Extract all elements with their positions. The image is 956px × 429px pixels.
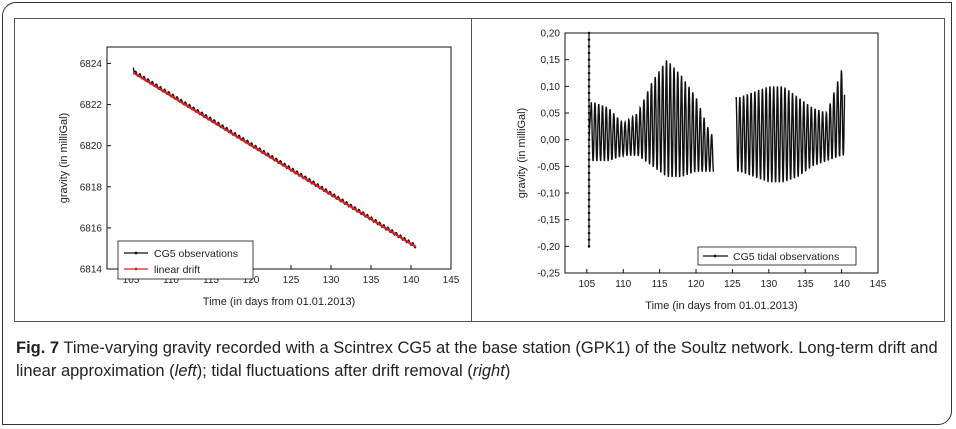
tidal-spike-point (587, 158, 591, 161)
y-tick-label: 0,20 (541, 29, 561, 40)
tidal-series-segment-2 (735, 69, 846, 183)
x-tick-label: 145 (870, 279, 887, 290)
series-linear-drift-line (132, 71, 417, 248)
left-chart-panel: 105 110 115 120 125 130 135 140 145 6814 6816 6818 6… (14, 18, 472, 322)
x-tick-label: 125 (283, 275, 300, 286)
legend-box (697, 246, 857, 266)
tidal-spike-point (587, 145, 591, 148)
y-tick-label: -0,25 (537, 269, 560, 280)
tidal-spike-point (587, 65, 591, 68)
caption-text-2: ); tidal fluctuations after drift remova… (196, 362, 473, 380)
legend-label-observations: CG5 observations (154, 248, 238, 260)
y-axis-label: gravity (in milliGal) (58, 113, 70, 203)
tidal-spike-point (587, 45, 591, 48)
right-chart-panel: 105 110 115 120 125 130 135 140 145 0,20 0,15 0,10 0… (471, 18, 945, 322)
tidal-spike-point (587, 211, 591, 215)
x-tick-label: 140 (833, 279, 850, 290)
y-tick-label: 6818 (80, 182, 103, 193)
y-tick-label: -0,10 (537, 189, 560, 200)
x-tick-label: 115 (203, 275, 219, 286)
tidal-spike-point (587, 58, 591, 61)
caption-left-word: left (174, 362, 197, 380)
tidal-spike-point (587, 218, 591, 221)
tidal-spike-point (587, 71, 591, 75)
tidal-spike-point (587, 198, 591, 201)
caption-text-1: Time-varying gravity recorded with a Sci… (16, 339, 938, 380)
tidal-spike-point (587, 205, 591, 208)
tidal-spike-connector (588, 102, 592, 140)
x-tick-label: 130 (323, 275, 340, 286)
figure-caption: Fig. 7 Time-varying gravity recorded wit… (16, 337, 941, 383)
x-tick-label: 120 (243, 275, 260, 286)
x-tick-label: 105 (578, 279, 595, 290)
y-tick-label: -0,20 (537, 242, 560, 253)
tidal-series-segment-1 (590, 60, 715, 178)
y-tick-label: -0,05 (537, 162, 560, 173)
legend-marker-tidal (713, 254, 717, 258)
tidal-spike-point (587, 165, 591, 168)
x-tick-label: 125 (724, 279, 741, 290)
y-tick-label: 6816 (80, 223, 103, 234)
x-tick-label: 145 (443, 275, 460, 286)
tidal-spike-point (587, 31, 591, 35)
y-axis-label: gravity (in milliGal) (516, 108, 528, 198)
tidal-spike-point (587, 111, 591, 115)
x-tick-label: 110 (163, 275, 179, 286)
tidal-spike-point (587, 245, 591, 248)
tidal-spike-point (587, 231, 591, 235)
x-tick-label: 135 (797, 279, 814, 290)
tidal-spike-point (587, 185, 591, 188)
tidal-spike-point (587, 178, 591, 181)
plot-area (564, 32, 879, 274)
y-tick-label: 6822 (80, 100, 103, 111)
legend-label-tidal: CG5 tidal observations (733, 251, 839, 263)
tidal-spike-point (587, 85, 591, 88)
left-chart-svg: 105 110 115 120 125 130 135 140 145 6814 6816 6818 6… (58, 46, 460, 308)
tidal-spike-point (587, 151, 591, 155)
figure-label: Fig. 7 (16, 339, 60, 357)
legend-label-drift: linear drift (154, 264, 200, 276)
y-tick-label: 0,10 (541, 82, 561, 93)
x-tick-label: 115 (652, 279, 668, 290)
legend-box (117, 240, 254, 280)
tidal-spike-point (587, 98, 591, 101)
x-tick-label: 110 (615, 279, 631, 290)
figure-frame (2, 2, 952, 425)
x-tick-label: 140 (403, 275, 420, 286)
tidal-spike-point (587, 191, 591, 195)
legend-marker-observations (134, 251, 138, 255)
x-axis-label: Time (in days from 01.01.2013) (645, 300, 797, 312)
tidal-spike-point (587, 238, 591, 241)
plot-area (106, 46, 452, 270)
y-tick-label: 0,15 (541, 55, 561, 66)
tidal-spike-point (587, 225, 591, 228)
x-tick-label: 130 (760, 279, 777, 290)
right-chart-svg: 105 110 115 120 125 130 135 140 145 0,20 0,15 0,10 0… (516, 29, 887, 313)
x-tick-label: 105 (123, 275, 140, 286)
y-tick-label: 6814 (80, 265, 103, 276)
y-tick-label: -0,15 (537, 215, 560, 226)
legend-marker-drift (134, 267, 138, 271)
y-tick-label: 6824 (80, 59, 103, 70)
tidal-spike-point (587, 105, 591, 108)
x-axis-label: Time (in days from 01.01.2013) (203, 296, 355, 308)
tidal-spike-point (587, 171, 591, 175)
caption-text-3: ) (504, 362, 511, 380)
y-tick-label: 0,05 (541, 109, 561, 120)
tidal-spike-point (587, 38, 591, 41)
x-tick-label: 120 (688, 279, 705, 290)
tidal-spike-point (587, 51, 591, 55)
y-tick-label: 0,00 (541, 135, 561, 146)
tidal-spike-point (587, 78, 591, 81)
tidal-spike-point (587, 91, 591, 95)
x-tick-label: 135 (363, 275, 380, 286)
caption-right-word: right (472, 362, 505, 380)
y-tick-label: 6820 (80, 141, 103, 152)
